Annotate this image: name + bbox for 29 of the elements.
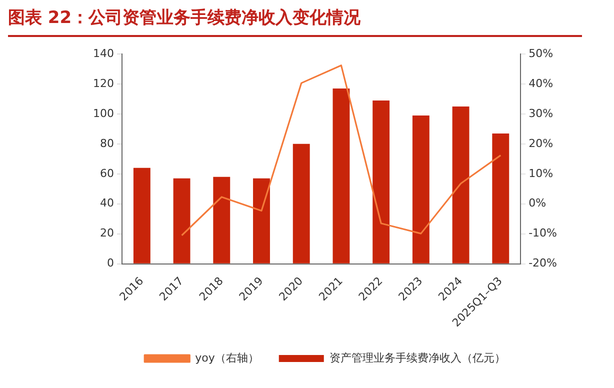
bar [253,178,270,264]
y2-tick-label: 30% [528,106,554,120]
y2-tick-label: 0% [528,196,546,210]
y2-tick-label: -10% [528,226,558,240]
y2-tick-label: 10% [528,166,554,180]
y-tick-label: 80 [100,136,114,150]
bar [372,100,390,264]
legend-label: 资产管理业务手续费净收入（亿元） [329,351,506,364]
chart-title: 图表 22：公司资管业务手续费净收入变化情况 [8,6,582,37]
bar [213,176,230,264]
y-tick-label: 100 [92,106,114,120]
y2-tick-label: 40% [528,76,554,90]
bar [452,106,470,264]
y-tick-label: 120 [92,76,114,90]
y2-tick-label: -20% [528,256,558,270]
bar [492,133,510,264]
y2-tick-label: 20% [528,136,554,150]
y2-tick-label: 50% [528,46,554,60]
bar [332,88,350,264]
bar [133,168,150,264]
y-tick-label: 40 [100,196,114,210]
legend-label: yoy（右轴） [195,351,259,364]
y-tick-label: 20 [100,226,114,240]
bar [412,115,430,264]
y-tick-label: 0 [106,256,114,270]
bar [173,178,190,264]
y-tick-label: 140 [92,46,114,60]
y-tick-label: 60 [100,166,114,180]
bar [292,144,310,264]
